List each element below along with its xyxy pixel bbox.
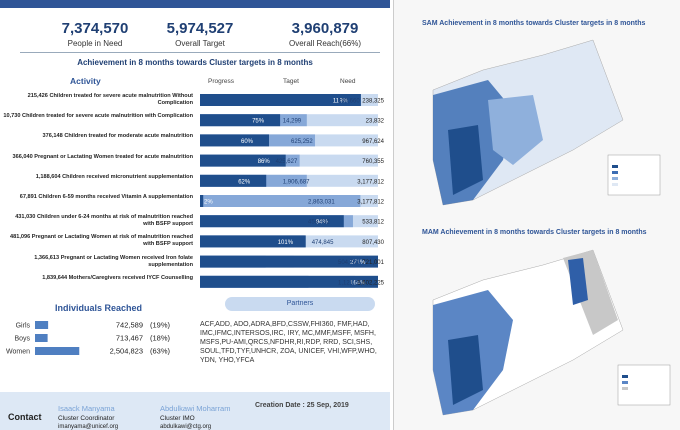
need-label: 3,177,812 [357,179,384,185]
individual-name: Boys [14,336,30,343]
kpi-value: 5,974,527 [166,20,234,37]
activity: 376,148 Children treated for moderate ac… [42,133,193,140]
column-header: Activity [70,76,101,86]
progress-label: 113% [333,99,349,105]
section-title: Individuals Reached [55,303,143,313]
need-label: 807,430 [362,240,384,246]
target-bar [200,195,361,207]
contact-label: Contact [8,412,42,422]
progress-label: 164% [350,280,366,286]
individual-bar [35,321,49,329]
sam-map [432,39,661,206]
individual-value: 742,589 [116,321,143,330]
target-label: 625,252 [291,139,313,145]
kpi-label: Overall Target [175,39,225,48]
progress-bar [200,235,306,248]
target-label: 458,732 [308,220,330,226]
target-label: 474,845 [312,240,334,246]
individual-share: (63%) [150,347,171,356]
map-title: MAM Achievement in 8 months towards Clus… [422,229,647,236]
contact-email: imanyama@unicef.org [58,424,119,430]
activity: 431,030 Children under 6-24 months at ri… [15,214,193,228]
kpi-value: 7,374,570 [61,20,129,37]
contact-email: abdulkawi@ctg.org [160,424,212,430]
creation-date: Creation Date : 25 Sep, 2019 [255,402,349,409]
target-label: 1,906,687 [283,179,310,185]
progress-bar [200,94,361,106]
target-label: 1,121,557 [338,280,365,286]
target-label: 504,701 [338,260,360,266]
header-band [0,0,390,8]
bar-layer: 113%190,660 238,325 75% 14,299 23,832 60% 625,… [6,94,385,356]
need-label: 721,001 [362,260,384,266]
progress-bar [200,154,286,167]
progress-bar [200,114,281,127]
progress-bar [200,275,378,288]
progress-label: 101% [278,240,294,246]
progress-label: 75% [252,119,265,125]
activity: 1,839,644 Mothers/Caregivers received IY… [42,274,193,281]
partners-text: ACF,ADD, ADO,ADRA,BFD,CSSW,FHI360, FMF,H… [200,321,377,364]
section-title: Partners [225,297,375,311]
column-header: Need [340,78,356,85]
target-label: 14,299 [283,119,302,125]
individual-name: Women [6,349,30,356]
progress-bar [200,174,267,187]
need-label: 23,832 [366,119,385,125]
progress-label: 86% [258,159,271,165]
progress-label: 62% [238,179,251,185]
progress-bar [200,215,344,228]
individual-share: (18%) [150,334,171,343]
activity: 481,096 Pregnant or Lactating Women at r… [10,234,193,248]
contact-role: Cluster Coordinator [58,415,115,422]
column-header: Taget [283,78,299,85]
individual-name: Girls [16,323,31,330]
target-label: 2,863,031 [308,200,335,206]
need-label: 533,812 [362,220,384,226]
individual-value: 2,504,823 [110,347,143,356]
need-label: 967,624 [362,139,384,145]
activity: 215,426 Children treated for severe acut… [27,93,193,106]
divider [20,52,380,53]
need-label: 3,177,812 [357,200,384,206]
progress-label: 60% [241,139,254,145]
activity: 1,366,613 Pregnant or Lactating Women re… [34,254,193,268]
contact-role: Cluster IMO [160,415,195,422]
target-label: 190,660 [338,99,360,105]
activity: 366,040 Pregnant or Lactating Women trea… [12,153,194,160]
need-label: 760,355 [362,159,384,165]
progress-label: 2% [204,200,213,206]
kpi-label: People in Need [67,39,123,48]
activity: 1,188,604 Children received micronutrien… [35,173,193,180]
contact-name: Isaack Manyama [58,404,115,413]
progress-bar [200,134,270,147]
target-label: 425,627 [276,159,298,165]
progress-bar [200,255,378,268]
contact-name: Abdulkawi Moharram [160,404,231,413]
column-header: Progress [208,78,235,85]
activity: 67,891 Children 6-59 months received Vit… [19,194,193,200]
progress-bar [200,195,204,207]
kpi-label: Overall Reach(66%) [288,39,362,48]
need-label: 1,602,225 [357,280,384,286]
kpi-value: 3,960,879 [291,20,359,37]
individual-bar [35,334,48,342]
individual-value: 713,467 [116,334,143,343]
contact-band [0,392,390,430]
activity: 10,730 Children treated for severe acute… [3,113,193,120]
map-title: SAM Achievement in 8 months towards Clus… [422,20,646,27]
progress-label: 94% [316,220,329,226]
individual-bar [35,347,80,355]
progress-label: 271% [350,260,366,266]
mam-map [432,249,671,416]
maps [432,39,671,416]
table-title: Achievement in 8 months towards Cluster … [77,58,313,67]
individual-share: (19%) [150,321,171,330]
need-label: 238,325 [362,99,384,105]
